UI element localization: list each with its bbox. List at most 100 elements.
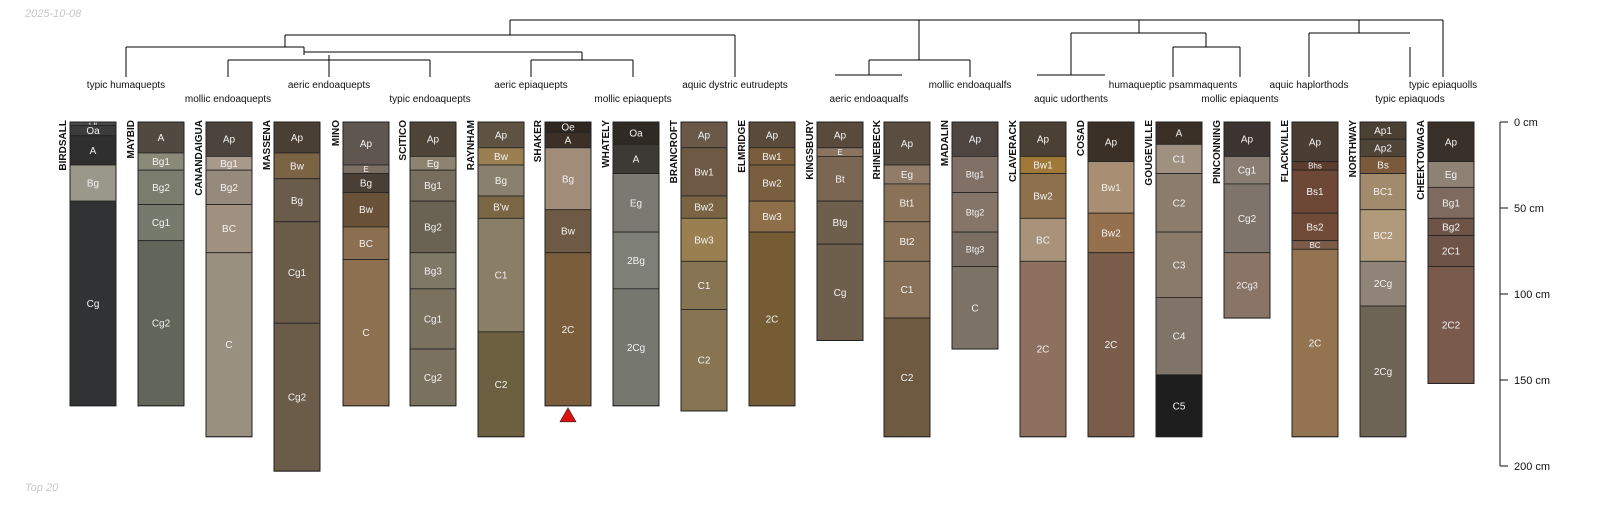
profile-outline xyxy=(883,121,931,438)
horizon-label: C1 xyxy=(1173,154,1186,165)
profile-name-maybid: MAYBID xyxy=(126,120,137,159)
horizon-label: Bw3 xyxy=(694,235,714,246)
horizon-mino-0 xyxy=(342,121,390,166)
horizon-mino-3 xyxy=(342,192,390,228)
horizon-label: C1 xyxy=(495,271,508,282)
horizon-label: Bs1 xyxy=(1306,187,1324,198)
horizon-label: B'w xyxy=(493,203,510,214)
horizon-label: Bg1 xyxy=(424,181,442,192)
horizon-flackville-5 xyxy=(1291,248,1339,438)
horizon-label: C1 xyxy=(698,281,711,292)
horizon-label: Bw xyxy=(494,152,509,163)
horizon-label: Oi xyxy=(89,120,97,129)
horizon-label: Bg1 xyxy=(1442,198,1460,209)
horizon-label: C1 xyxy=(901,285,914,296)
horizon-label: E xyxy=(837,148,842,157)
profile-name-madalin: MADALIN xyxy=(940,120,951,166)
horizon-label: Bw2 xyxy=(1033,191,1053,202)
footer-label: Top 20 xyxy=(25,482,59,494)
depth-axis-tick-label: 100 cm xyxy=(1514,289,1550,301)
profile-outline xyxy=(69,121,117,407)
horizon-label: Bg2 xyxy=(220,183,238,194)
profile-name-elmridge: ELMRIDGE xyxy=(737,120,748,173)
horizon-label: Btg xyxy=(832,218,847,229)
horizon-label: C2 xyxy=(495,380,508,391)
horizon-label: Ap xyxy=(834,130,847,141)
horizon-whately-4 xyxy=(612,288,660,407)
horizon-label: Ap2 xyxy=(1374,143,1392,154)
profile-outline xyxy=(1087,121,1135,438)
profile-name-raynham: RAYNHAM xyxy=(466,120,477,170)
horizon-label: C2 xyxy=(901,373,914,384)
horizon-label: Cg1 xyxy=(424,314,443,325)
horizon-madalin-2 xyxy=(951,192,999,233)
subgroup-label: mollic endoaquepts xyxy=(185,94,271,105)
profile-outline xyxy=(748,121,796,407)
horizon-rhinebeck-5 xyxy=(883,317,931,438)
horizon-label: Oa xyxy=(629,129,643,140)
horizon-claverack-0 xyxy=(1019,121,1067,157)
profile-name-scitico: SCITICO xyxy=(398,120,409,161)
horizon-flackville-2 xyxy=(1291,169,1339,214)
horizon-mino-5 xyxy=(342,259,390,407)
horizon-label: Eg xyxy=(901,170,913,181)
horizon-scitico-4 xyxy=(409,252,457,290)
horizon-label: 2C xyxy=(766,314,779,325)
horizon-northway-5 xyxy=(1359,260,1407,307)
horizon-gougeville-2 xyxy=(1155,173,1203,233)
horizon-label: Cg2 xyxy=(288,393,307,404)
horizon-label: Eg xyxy=(427,159,439,170)
horizon-elmridge-4 xyxy=(748,231,796,407)
horizon-label: Bg xyxy=(291,196,303,207)
horizon-label: 2C xyxy=(562,325,575,336)
horizon-label: Bg xyxy=(562,174,574,185)
profile-outline xyxy=(137,121,185,407)
profile-outline xyxy=(1359,121,1407,438)
horizon-birdsall-2 xyxy=(69,135,117,166)
profile-outline xyxy=(544,121,592,407)
horizon-label: Btg1 xyxy=(966,170,985,180)
profile-name-claverack: CLAVERACK xyxy=(1008,119,1019,182)
horizon-label: 2Cg xyxy=(1374,279,1392,290)
horizon-label: A xyxy=(633,154,640,165)
horizon-label: A xyxy=(90,146,97,157)
horizon-label: Bw2 xyxy=(762,179,782,190)
horizon-label: Bg2 xyxy=(152,183,170,194)
subgroup-label: humaqueptic psammaquents xyxy=(1109,80,1237,91)
subgroup-label: typic epiaquolls xyxy=(1409,80,1477,91)
horizon-label: 2C xyxy=(1105,340,1118,351)
horizon-label: C2 xyxy=(698,356,711,367)
horizon-label: Ap xyxy=(223,135,236,146)
horizon-madalin-3 xyxy=(951,231,999,267)
horizon-label: Cg1 xyxy=(288,268,307,279)
profile-outline xyxy=(342,121,390,407)
subgroup-label: mollic endoaqualfs xyxy=(929,80,1012,91)
depth-axis-tick-label: 0 cm xyxy=(1514,117,1538,129)
horizon-label: Oa xyxy=(86,126,100,137)
horizon-cheektowaga-2 xyxy=(1427,186,1475,219)
subgroup-label: aeric endoaquepts xyxy=(288,80,370,91)
profile-name-birdsall: BIRDSALL xyxy=(58,120,69,171)
profile-name-flackville: FLACKVILLE xyxy=(1280,120,1291,183)
date-label: 2025-10-08 xyxy=(25,8,82,20)
horizon-label: Ap xyxy=(495,130,508,141)
horizon-label: Ap xyxy=(427,135,440,146)
horizon-label: Bt1 xyxy=(899,198,914,209)
profile-name-mino: MINO xyxy=(331,120,342,146)
horizon-whately-1 xyxy=(612,143,660,175)
horizon-massena-4 xyxy=(273,322,321,472)
horizon-label: Ap xyxy=(766,130,779,141)
subgroup-label: mollic epiaquents xyxy=(1201,94,1278,105)
subgroup-label: typic endoaquepts xyxy=(389,94,470,105)
horizon-label: Bw1 xyxy=(1101,183,1121,194)
horizon-label: Btg3 xyxy=(966,244,985,254)
horizon-label: Oe xyxy=(561,123,575,134)
profile-outline xyxy=(205,121,253,438)
horizon-label: Cg2 xyxy=(424,373,443,384)
horizon-label: Ap xyxy=(901,139,914,150)
horizon-label: Bs xyxy=(1377,161,1389,172)
horizon-label: C3 xyxy=(1173,260,1186,271)
profile-name-canandaigua: CANANDAIGUA xyxy=(194,120,205,196)
horizon-label: BC2 xyxy=(1373,231,1393,242)
